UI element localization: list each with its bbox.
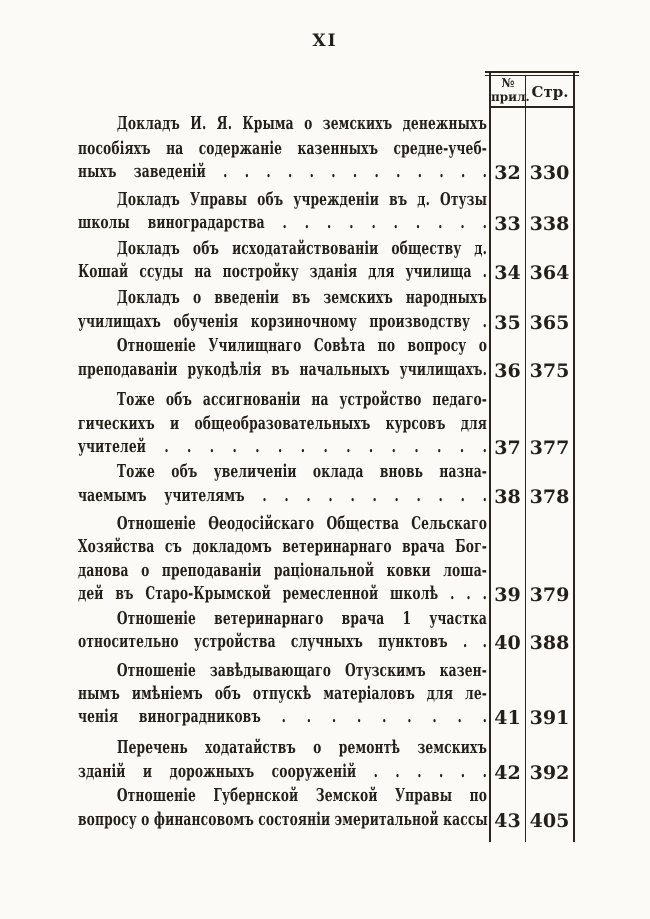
col-header-appendix-number: № прил. bbox=[491, 76, 530, 104]
toc-line: школы виноградарства . . . . . . . . . . bbox=[78, 212, 488, 233]
toc-line: Докладъ объ исходатайствованіи обществу … bbox=[116, 238, 488, 259]
appendix-number-cell: 43 bbox=[494, 810, 521, 832]
col-header-page: Стр. bbox=[531, 83, 569, 101]
toc-line: относительно устройства случныхъ пунктов… bbox=[78, 631, 488, 652]
toc-line: гическихъ и общеобразовательныхъ курсовъ… bbox=[78, 413, 488, 434]
toc-line: Докладъ Управы объ учрежденіи въ д. Отуз… bbox=[116, 189, 488, 210]
appendix-number-cell: 32 bbox=[494, 162, 521, 184]
page-number-cell: 391 bbox=[529, 707, 570, 729]
page-number-cell: 377 bbox=[529, 437, 570, 459]
page-number-cell: 338 bbox=[529, 213, 570, 235]
page-number-cell: 405 bbox=[529, 810, 570, 832]
page-number-cell: 392 bbox=[529, 762, 570, 784]
appendix-number-cell: 36 bbox=[494, 360, 521, 382]
toc-line: вопросу о финансовомъ состояніи эмеритал… bbox=[78, 809, 488, 830]
toc-line: чаемымъ учителямъ . . . . . . . . . . . bbox=[78, 485, 488, 506]
toc-line: Хозяйства съ докладомъ ветеринарнаго вра… bbox=[78, 536, 488, 557]
table-rule-top-thin bbox=[485, 75, 579, 76]
toc-line: зданій и дорожныхъ сооруженій . . . . . … bbox=[78, 761, 488, 782]
appendix-number-cell: 41 bbox=[494, 707, 521, 729]
toc-line: Тоже объ увеличеніи оклада вновь назна- bbox=[116, 461, 488, 482]
toc-line: Отношеніе ветеринарнаго врача 1 участка bbox=[116, 608, 488, 629]
toc-line: Кошай ссуды на постройку зданія для учил… bbox=[78, 261, 488, 282]
toc-line: ченія виноградниковъ . . . . . . . . . bbox=[78, 706, 488, 727]
appendix-number-cell: 37 bbox=[494, 437, 521, 459]
table-rule-vertical-left bbox=[489, 71, 491, 842]
table-rule-vertical-right bbox=[573, 71, 575, 842]
toc-line: Отношеніе завѣдывающаго Отузскимъ казен- bbox=[116, 660, 488, 681]
page-number-cell: 364 bbox=[529, 262, 570, 284]
toc-line: дей въ Старо-Крымской ремесленной школѣ … bbox=[78, 583, 488, 604]
page-number-cell: 378 bbox=[529, 486, 570, 508]
page-number-cell: 375 bbox=[529, 360, 570, 382]
toc-line: Докладъ о введеніи въ земскихъ народныхъ bbox=[116, 287, 488, 308]
toc-line: учителей . . . . . . . . . . . . . . . bbox=[78, 436, 488, 457]
page-number-cell: 365 bbox=[529, 312, 570, 334]
page-number: XI bbox=[312, 31, 338, 51]
col-header-appendix-number-word: прил. bbox=[491, 90, 530, 104]
appendix-number-cell: 42 bbox=[494, 762, 521, 784]
appendix-number-cell: 39 bbox=[494, 584, 521, 606]
toc-line: пособіяхъ на содержаніе казенныхъ средне… bbox=[78, 138, 488, 159]
toc-line: Отношеніе Губернской Земской Управы по bbox=[116, 785, 488, 806]
appendix-number-cell: 38 bbox=[494, 486, 521, 508]
toc-line: ныхъ заведеній . . . . . . . . . . . . . bbox=[78, 161, 488, 182]
toc-line: нымъ имѣніемъ объ отпускѣ матеріаловъ дл… bbox=[78, 683, 488, 704]
toc-line: Отношеніе Ѳеодосійскаго Общества Сельска… bbox=[116, 513, 488, 534]
toc-line: училищахъ обученія корзиночному производ… bbox=[78, 311, 488, 332]
appendix-number-cell: 35 bbox=[494, 312, 521, 334]
page-number-cell: 379 bbox=[529, 584, 570, 606]
appendix-number-cell: 40 bbox=[494, 632, 521, 654]
toc-line: Тоже объ ассигнованіи на устройство педа… bbox=[116, 389, 488, 410]
col-header-appendix-number-symbol: № bbox=[501, 76, 515, 90]
table-rule-header-underline bbox=[490, 106, 574, 108]
toc-line: данова о преподаваніи раціональной ковки… bbox=[78, 560, 488, 581]
appendix-number-cell: 34 bbox=[494, 262, 521, 284]
page-number-cell: 388 bbox=[529, 632, 570, 654]
toc-line: Отношеніе Училищнаго Совѣта по вопросу о bbox=[116, 335, 488, 356]
table-rule-vertical-middle bbox=[525, 76, 526, 842]
page-number-cell: 330 bbox=[529, 162, 570, 184]
toc-line: Перечень ходатайствъ о ремонтѣ земскихъ bbox=[116, 737, 488, 758]
toc-line: Докладъ И. Я. Крыма о земскихъ денежныхъ bbox=[116, 113, 488, 134]
toc-line: преподаваніи рукодѣлія въ начальныхъ учи… bbox=[78, 359, 488, 380]
table-rule-top-thick bbox=[485, 71, 579, 73]
appendix-number-cell: 33 bbox=[494, 213, 521, 235]
